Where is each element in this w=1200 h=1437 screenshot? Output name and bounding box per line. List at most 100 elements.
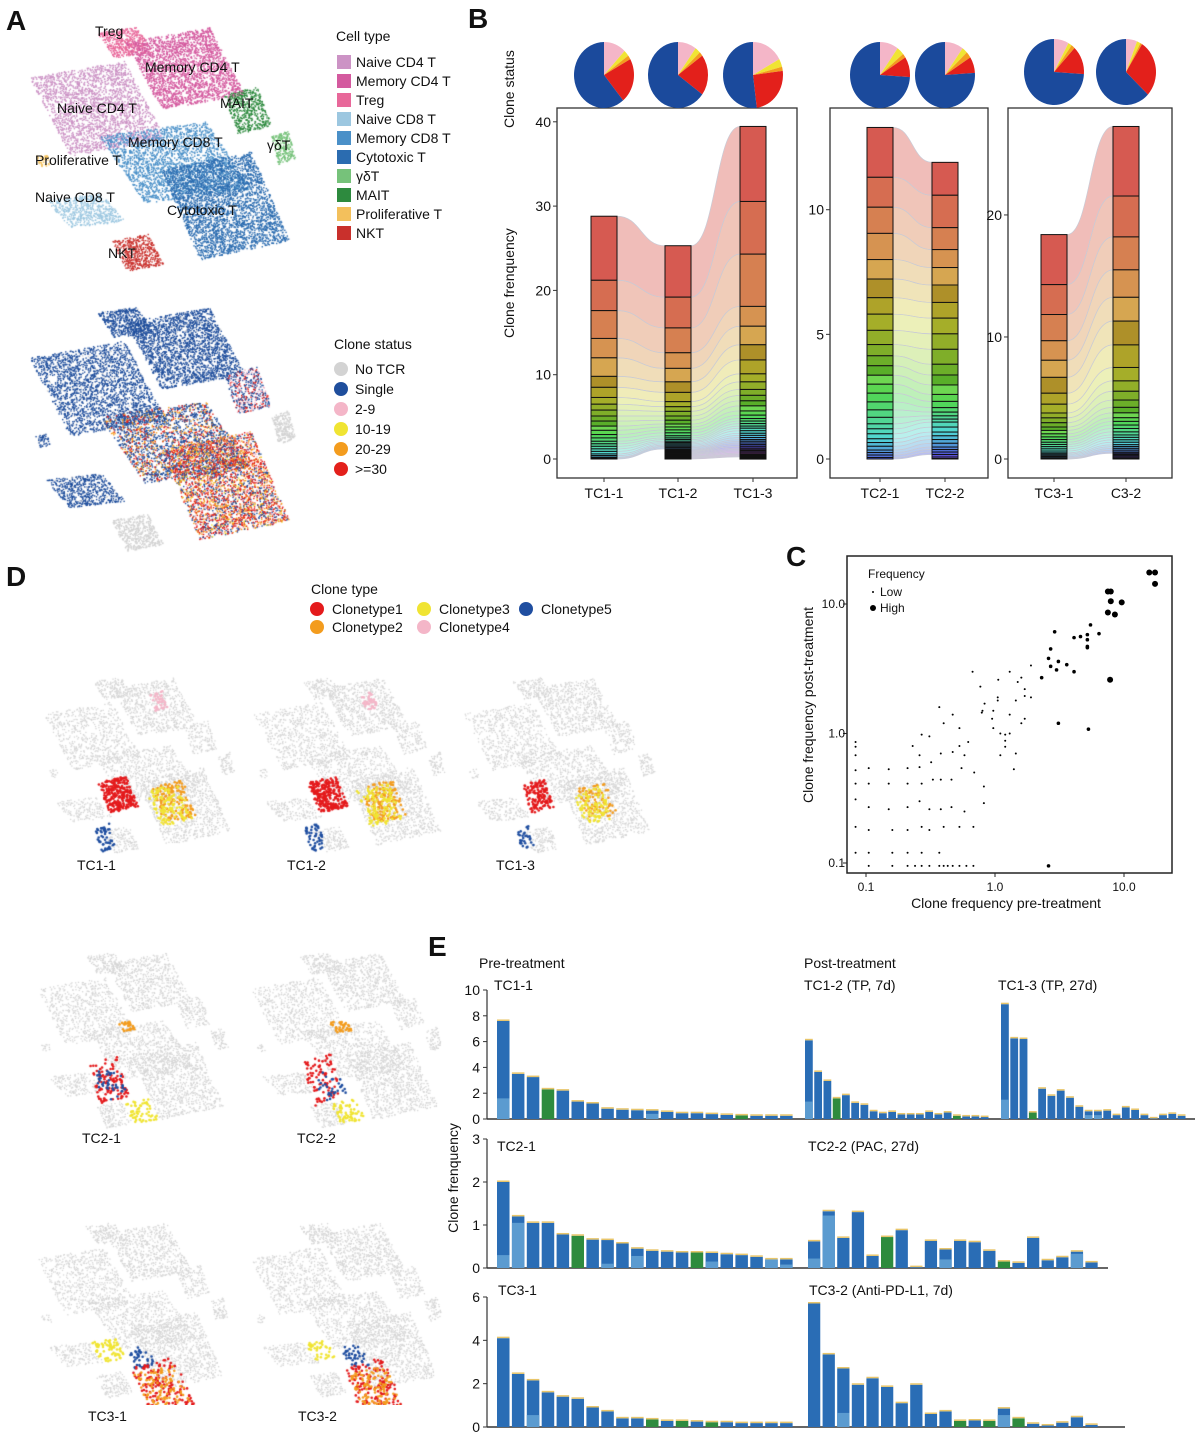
- clone-bar-cap: [1103, 1109, 1112, 1111]
- legend-dot: [334, 462, 348, 476]
- clone-bar-cap: [971, 1114, 980, 1117]
- legend-dot: [310, 620, 324, 634]
- clone-bar: [571, 1398, 585, 1427]
- clone-bar-cap: [705, 1251, 719, 1253]
- clone-segment: [1040, 412, 1068, 419]
- y-tick-label: 10.0: [822, 597, 846, 611]
- clone-bar: [690, 1252, 704, 1268]
- clone-bar-cap: [765, 1114, 778, 1116]
- clone-segment: [1040, 426, 1068, 431]
- clone-bar: [1103, 1110, 1112, 1119]
- tsne-clone-type-map-tc1-2: [235, 660, 450, 860]
- clone-segment: [866, 206, 894, 234]
- clone-bar: [631, 1418, 644, 1427]
- clone-segment: [866, 176, 894, 208]
- clone-bar: [1010, 1038, 1019, 1119]
- clone-bar: [497, 1182, 510, 1268]
- scatter-point-low: [891, 851, 894, 854]
- clone-segment: [1040, 314, 1068, 342]
- clone-bar-cap: [1121, 1105, 1130, 1108]
- clone-bar-cap: [934, 1112, 943, 1115]
- clone-segment: [866, 365, 894, 376]
- clone-status-legend-label: 2-9: [355, 401, 375, 417]
- clone-bar: [924, 1414, 938, 1427]
- y-axis-label: Clone frenquency: [501, 228, 517, 338]
- post-treatment-header: Post-treatment: [804, 955, 896, 971]
- cell-type-legend-title: Cell type: [336, 28, 391, 44]
- clone-bar-segment: [1070, 1253, 1084, 1268]
- clone-bar: [1149, 1118, 1158, 1119]
- legend-title: Frequency: [868, 567, 925, 581]
- clone-bar-cap: [1056, 1089, 1065, 1091]
- clone-segment: [866, 428, 894, 435]
- clone-segment: [664, 245, 692, 298]
- scatter-point-low: [854, 754, 857, 757]
- scatter-point-low: [997, 678, 1000, 681]
- clone-segment: [590, 457, 618, 460]
- clone-bar: [980, 1117, 989, 1119]
- clone-segment: [664, 381, 692, 393]
- clone-bar: [735, 1423, 748, 1427]
- clone-bar-cap: [556, 1232, 570, 1235]
- clone-bar-cap: [1027, 1422, 1040, 1424]
- clone-bar-cap: [556, 1395, 570, 1397]
- scatter-point-low: [867, 851, 870, 854]
- clone-bar-cap: [888, 1110, 897, 1112]
- clone-bar-cap: [601, 1107, 614, 1109]
- x-tick-label: C3-2: [1111, 485, 1142, 501]
- clone-segment: [931, 317, 959, 335]
- clone-segment: [1112, 417, 1140, 422]
- clone-bar-cap: [511, 1214, 525, 1217]
- x-tick-label: 1.0: [987, 880, 1004, 894]
- clone-segment: [866, 329, 894, 346]
- clone-bar-cap: [837, 1367, 850, 1369]
- clone-bar-cap: [851, 1210, 865, 1213]
- scatter-point-low: [854, 769, 857, 772]
- scatter-point-low: [963, 810, 966, 813]
- clone-bar-cap: [925, 1110, 934, 1112]
- clone-bar-cap: [541, 1221, 555, 1223]
- clone-bar-cap: [720, 1113, 734, 1115]
- clone-bar-cap: [511, 1072, 525, 1074]
- cluster-label: γδT: [267, 137, 291, 153]
- sample-panel-title: TC1-3 (TP, 27d): [998, 977, 1097, 993]
- pie-slice: [1054, 43, 1072, 72]
- clone-segment: [739, 394, 767, 402]
- pie-slice: [604, 59, 634, 101]
- clone-bar: [1019, 1039, 1028, 1119]
- y-tick-label: 0: [994, 451, 1002, 467]
- clone-segment: [739, 410, 767, 416]
- pie-slice: [1024, 39, 1084, 105]
- scatter-point-high: [1146, 569, 1153, 576]
- panel-label-a: A: [6, 5, 26, 36]
- clone-bar-cap: [842, 1093, 850, 1096]
- clone-segment: [1040, 403, 1068, 414]
- clone-bar-cap: [1159, 1113, 1167, 1116]
- clone-bar-cap: [1041, 1258, 1054, 1261]
- clone-segment: [931, 426, 959, 433]
- y-tick-label: 0: [543, 451, 551, 467]
- tsne-cell-type-map: [10, 5, 310, 280]
- clone-status-legend-label: No TCR: [355, 361, 405, 377]
- clone-bar: [660, 1251, 674, 1268]
- cell-type-legend-label: MAIT: [356, 187, 390, 203]
- clone-bar: [720, 1114, 734, 1119]
- clone-bar: [1085, 1424, 1098, 1427]
- scatter-point-low: [906, 782, 909, 785]
- scatter-point-low: [906, 828, 909, 831]
- tsne-clone-type-map-tc3-1: [18, 1205, 233, 1405]
- clone-status-legend-label: 10-19: [355, 421, 391, 437]
- clone-bar-cap: [851, 1383, 865, 1385]
- scatter-point-low: [928, 864, 931, 867]
- clone-bar: [910, 1267, 923, 1268]
- clone-bar-cap: [808, 1302, 821, 1304]
- clone-bar: [997, 1261, 1011, 1268]
- clone-bar-cap: [851, 1101, 860, 1103]
- clone-bar: [526, 1077, 540, 1119]
- panel-label-c: C: [786, 541, 806, 572]
- scatter-point-low: [1078, 634, 1083, 639]
- clone-bar: [939, 1411, 952, 1427]
- scatter-point-low: [911, 745, 914, 748]
- clone-bar: [895, 1230, 908, 1268]
- clone-type-legend-label: Clonetype2: [332, 619, 403, 635]
